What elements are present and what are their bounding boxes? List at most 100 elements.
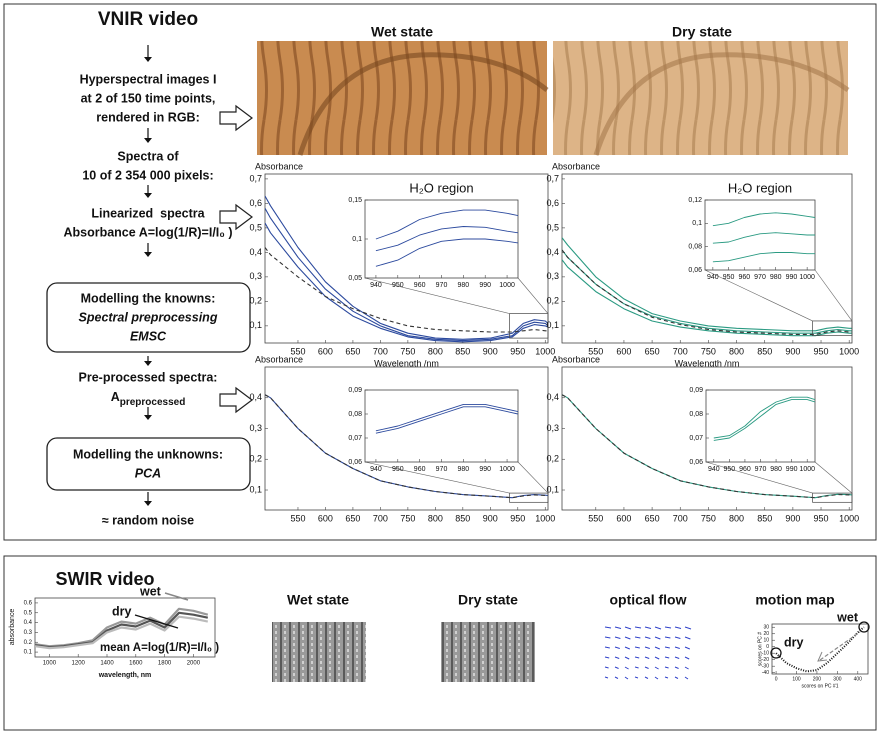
flow-arrow <box>624 646 630 650</box>
x-tick-label: 990 <box>479 466 491 473</box>
annotation: dry <box>112 604 132 618</box>
flow-arrow <box>614 646 620 649</box>
x-tick-label: 960 <box>414 466 426 473</box>
column-title: Dry state <box>672 24 732 40</box>
y-tick-label: 10 <box>763 638 769 644</box>
flow-arrow <box>684 636 691 640</box>
column-title: Wet state <box>371 24 433 40</box>
step-text: 10 of 2 354 000 pixels: <box>82 168 213 182</box>
y-tick-label: 0,7 <box>249 173 262 183</box>
x-tick-label: 0 <box>775 676 778 682</box>
y-tick-label: 0.4 <box>24 620 33 626</box>
series-group <box>562 237 852 337</box>
swir-wet-image <box>272 622 366 682</box>
flow-arrow-head <box>144 193 152 198</box>
series-group <box>375 403 518 434</box>
y-axis-label: Absorbance <box>552 354 600 364</box>
y-axis-label: scores on PC # <box>757 632 763 666</box>
annotation: dry <box>784 635 804 649</box>
plot-frame <box>771 623 869 675</box>
flow-arrow <box>684 646 690 650</box>
flow-arrow <box>604 676 609 679</box>
trend-arrowhead <box>817 651 828 662</box>
flow-arrow <box>684 666 689 670</box>
flow-arrow <box>634 646 640 649</box>
flow-arrow-head <box>144 252 152 257</box>
y-tick-label: 0.3 <box>24 630 33 636</box>
x-axis-label: wavelength, nm <box>98 672 152 679</box>
step-text: Linearized spectra <box>91 206 205 220</box>
x-tick-label: 750 <box>400 346 415 356</box>
y-axis-label: absorbance <box>9 609 16 646</box>
y-tick-label: 0,05 <box>348 275 362 282</box>
series-group <box>35 607 209 650</box>
x-tick-label: 900 <box>483 513 498 523</box>
y-tick-label: 0,5 <box>546 222 559 232</box>
swir-label: motion map <box>755 592 834 608</box>
data-line <box>712 212 815 227</box>
x-tick-label: 650 <box>645 513 660 523</box>
x-tick-label: 970 <box>436 466 448 473</box>
flow-arrow <box>604 646 610 649</box>
zoom-connector <box>814 269 853 322</box>
x-tick-label: 1000 <box>799 466 815 473</box>
y-tick-label: 0,07 <box>348 435 362 442</box>
data-line <box>562 394 852 499</box>
subscript: preprocessed <box>120 397 186 408</box>
y-tick-label: 0,2 <box>249 296 262 306</box>
x-tick-label: 600 <box>616 513 631 523</box>
x-tick-label: 940 <box>707 274 719 281</box>
y-tick-label: 0,3 <box>249 423 262 433</box>
data-line <box>265 195 548 340</box>
zoom-connector <box>704 269 813 322</box>
y-tick-label: 0.1 <box>24 650 33 656</box>
x-tick-label: 850 <box>757 513 772 523</box>
y-tick-label: 0,1 <box>249 484 262 494</box>
flow-arrow <box>654 656 660 660</box>
trend-line <box>819 631 861 661</box>
zoom-connector <box>364 461 510 494</box>
swir-label: Wet state <box>287 592 349 608</box>
y-tick-label: 0,15 <box>348 197 362 204</box>
y-tick-label: -40 <box>762 670 769 676</box>
y-tick-label: 0,5 <box>249 222 262 232</box>
data-line <box>265 394 548 499</box>
zoom-connector <box>517 277 549 314</box>
data-line <box>375 403 518 432</box>
data-line <box>265 247 548 333</box>
data-line <box>712 232 815 244</box>
y-tick-label: 0,3 <box>546 271 559 281</box>
flow-arrow <box>624 666 629 670</box>
flow-arrow <box>604 626 612 629</box>
block-arrow <box>219 386 253 414</box>
series-group <box>375 209 518 267</box>
flow-arrow <box>674 676 679 679</box>
y-tick-label: 0,07 <box>689 435 703 442</box>
x-tick-label: 950 <box>392 466 404 473</box>
step-text: Apreprocessed <box>111 390 186 407</box>
annotation: wet <box>139 584 162 598</box>
vnir-title: VNIR video <box>98 9 198 30</box>
x-tick-label: 950 <box>724 466 736 473</box>
series-group <box>265 195 548 343</box>
x-tick-label: 980 <box>770 274 782 281</box>
plot-frame <box>704 199 816 271</box>
y-tick-label: 0,1 <box>352 236 362 243</box>
y-tick-label: 0,4 <box>546 392 559 402</box>
y-tick-label: 0,08 <box>688 244 702 251</box>
swir-label: Dry state <box>458 592 518 608</box>
x-tick-label: 700 <box>373 513 388 523</box>
x-tick-label: 800 <box>428 513 443 523</box>
flow-arrow <box>604 656 610 659</box>
data-line <box>562 259 852 337</box>
y-tick-label: 0,06 <box>688 267 702 274</box>
flow-arrow <box>664 636 671 639</box>
flow-arrow <box>644 636 651 639</box>
data-line <box>375 226 518 252</box>
annotation: wet <box>836 610 859 624</box>
flow-arrow <box>664 666 669 669</box>
x-tick-label: 900 <box>785 346 800 356</box>
y-tick-label: 0,6 <box>249 198 262 208</box>
plot-frame <box>705 389 816 463</box>
step-text: Hyperspectral images I <box>80 72 217 86</box>
